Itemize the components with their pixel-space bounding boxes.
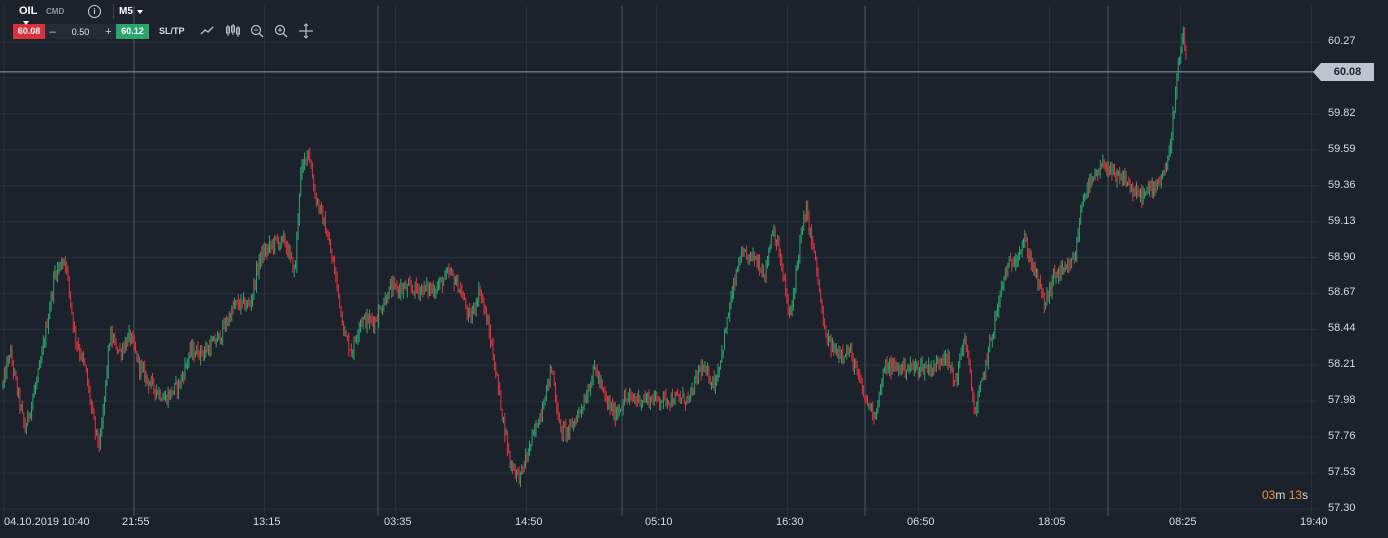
x-tick-label: 13:15: [253, 516, 281, 528]
sell-marker-icon: [23, 21, 29, 25]
sell-price: 60.08: [17, 26, 41, 36]
sell-button[interactable]: 60.08: [13, 21, 45, 39]
x-tick-label: 06:50: [907, 516, 935, 528]
y-tick-label: 57.76: [1328, 430, 1356, 443]
candlestick-series: [2, 26, 1187, 488]
y-tick-label: 57.53: [1328, 466, 1356, 479]
current-price-value: 60.08: [1333, 65, 1362, 78]
x-tick-label: 19:40: [1300, 516, 1328, 528]
chart-grid: [0, 6, 1318, 516]
zoom-out-icon[interactable]: [249, 23, 265, 39]
y-tick-label: 59.36: [1328, 178, 1356, 191]
symbol-category: CMD: [46, 7, 65, 16]
x-tick-label: 14:50: [515, 516, 543, 528]
y-tick-label: 58.90: [1328, 250, 1356, 263]
buy-price: 60.12: [121, 26, 144, 36]
chevron-down-icon: [137, 10, 143, 14]
countdown-minutes: 03: [1262, 488, 1276, 502]
y-tick-label: 57.98: [1328, 394, 1356, 407]
timeframe-selector[interactable]: M5: [113, 4, 147, 19]
y-tick-label: 58.21: [1328, 358, 1356, 371]
trade-widget: 60.08 – 0.50 + 60.12: [13, 21, 149, 39]
timeframe-label: M5: [119, 6, 133, 17]
x-tick-label: 04.10.2019 10:40: [4, 516, 90, 528]
sltp-button[interactable]: SL/TP: [159, 26, 185, 36]
x-tick-label: 18:05: [1038, 516, 1066, 528]
y-tick-label: 59.59: [1328, 142, 1356, 155]
countdown-seconds-unit: s: [1302, 488, 1309, 502]
volume-stepper: – 0.50 +: [45, 24, 116, 39]
volume-value[interactable]: 0.50: [71, 26, 90, 37]
crosshair-icon[interactable]: [298, 23, 314, 39]
chart-toolbar: OIL CMD i M5 60.08 – 0.50 + 60.12 SL/TP: [0, 0, 330, 44]
x-tick-label: 21:55: [122, 516, 150, 528]
y-tick-label: 59.13: [1328, 214, 1356, 227]
x-tick-label: 08:25: [1169, 516, 1197, 528]
x-tick-label: 16:30: [776, 516, 804, 528]
y-tick-label: 60.27: [1328, 35, 1356, 47]
volume-increase-button[interactable]: +: [105, 25, 112, 38]
symbol-name[interactable]: OIL: [19, 5, 38, 17]
y-tick-label: 58.44: [1328, 322, 1356, 335]
buy-button[interactable]: 60.12: [116, 24, 149, 39]
y-tick-label: 59.82: [1328, 106, 1356, 119]
x-tick-label: 03:35: [384, 516, 412, 528]
x-tick-label: 05:10: [645, 516, 673, 528]
y-tick-label: 58.67: [1328, 286, 1356, 299]
price-tag-arrow-icon: [1313, 62, 1321, 81]
candles-icon[interactable]: [225, 23, 241, 39]
candle-countdown: 03m 13s: [1262, 488, 1308, 502]
volume-decrease-button[interactable]: –: [49, 25, 56, 38]
line-chart-icon[interactable]: [199, 23, 215, 39]
info-icon[interactable]: i: [88, 5, 101, 18]
y-tick-label: 57.30: [1328, 502, 1356, 514]
current-price-tag: 60.08: [1313, 62, 1374, 81]
zoom-in-icon[interactable]: [273, 23, 289, 39]
countdown-minutes-unit: m: [1275, 488, 1286, 502]
countdown-seconds: 13: [1288, 488, 1303, 502]
